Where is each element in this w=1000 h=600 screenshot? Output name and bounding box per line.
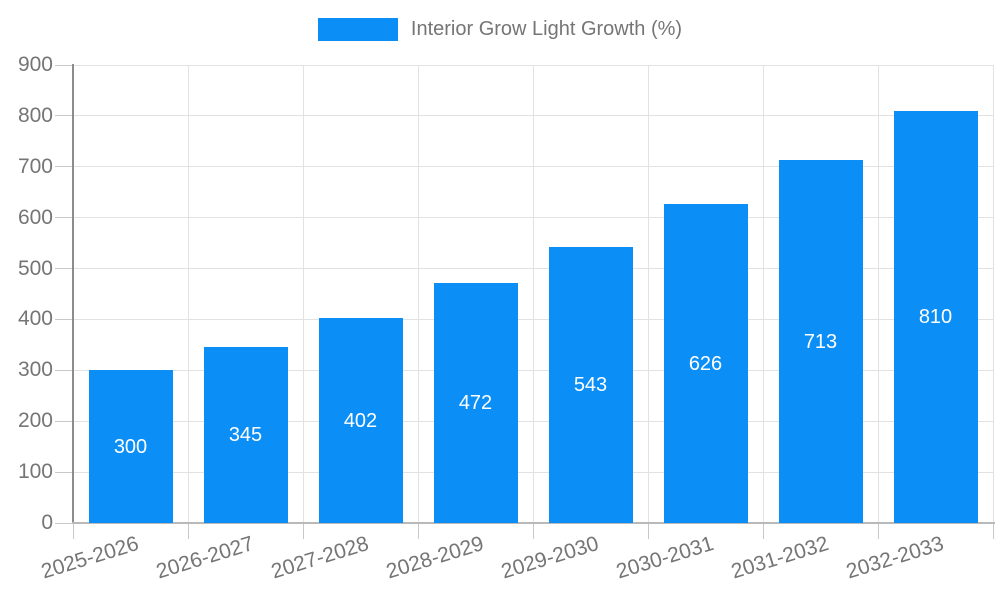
bar-value-label: 402 [343, 409, 378, 432]
y-axis-tick-label: 600 [17, 205, 53, 229]
y-axis-tick [55, 64, 73, 66]
y-axis-tick [55, 420, 73, 422]
bar-value-label: 472 [458, 391, 493, 414]
v-gridline [417, 65, 419, 523]
v-gridline [992, 65, 994, 523]
bar-value-label: 713 [803, 330, 838, 353]
bar-value-label: 543 [573, 373, 608, 396]
bar [433, 282, 518, 523]
x-axis-tick [72, 523, 74, 539]
bar-value-label: 810 [918, 305, 953, 328]
y-axis-tick [55, 268, 73, 270]
y-axis-tick [55, 166, 73, 168]
x-axis-tick [532, 523, 534, 539]
x-axis-tick [992, 523, 994, 539]
x-axis-tick [302, 523, 304, 539]
y-axis-tick [55, 318, 73, 320]
y-axis-tick-label: 900 [17, 53, 53, 76]
x-axis-tick [762, 523, 764, 539]
legend-label: Interior Grow Light Growth (%) [410, 18, 683, 40]
y-axis-tick [55, 471, 73, 473]
y-axis-tick [55, 369, 73, 371]
y-axis-tick-label: 800 [17, 103, 53, 127]
bar [778, 160, 863, 523]
bar-value-label: 345 [228, 424, 263, 447]
x-axis-tick [647, 523, 649, 539]
y-axis-tick [55, 115, 73, 117]
v-gridline [187, 65, 189, 523]
x-axis-line [72, 522, 995, 524]
y-axis-tick-label: 300 [17, 358, 53, 382]
bar [663, 204, 748, 523]
v-gridline [302, 65, 304, 523]
bar [893, 110, 978, 523]
bar [548, 246, 633, 523]
legend-item[interactable]: Interior Grow Light Growth (%) [0, 18, 1000, 41]
y-axis-tick-label: 200 [17, 409, 53, 433]
y-axis-tick [55, 217, 73, 219]
v-gridline [762, 65, 764, 523]
y-axis-tick-label: 100 [17, 460, 53, 484]
v-gridline [532, 65, 534, 523]
v-gridline [647, 65, 649, 523]
y-axis-tick [55, 522, 73, 524]
y-axis-tick-label: 500 [17, 256, 53, 280]
v-gridline [877, 65, 879, 523]
x-axis-tick [877, 523, 879, 539]
bar [318, 318, 403, 523]
y-axis-tick-label: 400 [17, 307, 53, 331]
legend-swatch [317, 18, 398, 41]
y-axis-tick-label: 700 [17, 154, 53, 178]
x-axis-tick [417, 523, 419, 539]
bar [203, 347, 288, 523]
bar-value-label: 300 [113, 435, 148, 458]
x-axis-tick [187, 523, 189, 539]
y-axis-line [72, 64, 74, 524]
bar-value-label: 626 [688, 352, 723, 375]
y-axis-tick-label: 0 [41, 511, 53, 534]
bar [88, 370, 173, 523]
